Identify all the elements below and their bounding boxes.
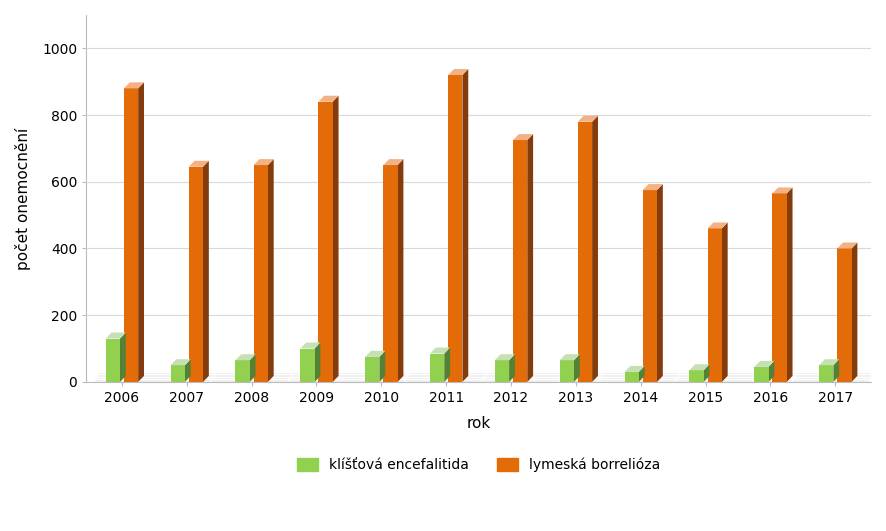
Polygon shape bbox=[513, 134, 533, 140]
Polygon shape bbox=[578, 116, 598, 122]
Polygon shape bbox=[300, 342, 321, 348]
Polygon shape bbox=[444, 348, 450, 382]
Polygon shape bbox=[94, 372, 874, 382]
Polygon shape bbox=[708, 222, 727, 228]
Polygon shape bbox=[560, 360, 574, 382]
Polygon shape bbox=[189, 167, 203, 382]
Polygon shape bbox=[642, 184, 663, 190]
Polygon shape bbox=[384, 159, 403, 165]
Polygon shape bbox=[105, 332, 126, 339]
Polygon shape bbox=[837, 249, 851, 382]
Polygon shape bbox=[509, 354, 515, 382]
Polygon shape bbox=[120, 332, 126, 382]
Polygon shape bbox=[315, 342, 321, 382]
Polygon shape bbox=[754, 361, 774, 367]
Polygon shape bbox=[708, 228, 722, 382]
Polygon shape bbox=[820, 365, 834, 382]
Polygon shape bbox=[703, 364, 710, 382]
Polygon shape bbox=[657, 184, 663, 382]
Polygon shape bbox=[253, 159, 274, 165]
Polygon shape bbox=[495, 360, 509, 382]
Polygon shape bbox=[253, 165, 268, 382]
Polygon shape bbox=[185, 359, 190, 382]
Polygon shape bbox=[754, 367, 768, 382]
Polygon shape bbox=[592, 116, 598, 382]
Polygon shape bbox=[365, 351, 385, 357]
Polygon shape bbox=[171, 359, 190, 365]
Polygon shape bbox=[268, 159, 274, 382]
Polygon shape bbox=[851, 243, 858, 382]
Legend: klíšťová encefalitida, lymeská borrelióza: klíšťová encefalitida, lymeská borrelióz… bbox=[291, 452, 665, 478]
Polygon shape bbox=[639, 366, 645, 382]
Polygon shape bbox=[495, 354, 515, 360]
Polygon shape bbox=[318, 96, 338, 102]
Polygon shape bbox=[203, 161, 209, 382]
Polygon shape bbox=[124, 82, 144, 88]
Polygon shape bbox=[236, 354, 255, 360]
Polygon shape bbox=[642, 190, 657, 382]
Polygon shape bbox=[625, 372, 639, 382]
Polygon shape bbox=[787, 187, 792, 382]
Polygon shape bbox=[398, 159, 403, 382]
Polygon shape bbox=[124, 88, 138, 382]
Polygon shape bbox=[138, 82, 144, 382]
Polygon shape bbox=[365, 357, 379, 382]
Polygon shape bbox=[527, 134, 533, 382]
Polygon shape bbox=[171, 365, 185, 382]
Polygon shape bbox=[236, 360, 250, 382]
Polygon shape bbox=[773, 187, 792, 193]
Polygon shape bbox=[318, 102, 333, 382]
Polygon shape bbox=[430, 348, 450, 354]
Polygon shape bbox=[300, 348, 315, 382]
Polygon shape bbox=[384, 165, 398, 382]
Polygon shape bbox=[448, 75, 462, 382]
Polygon shape bbox=[379, 351, 385, 382]
Polygon shape bbox=[250, 354, 255, 382]
Polygon shape bbox=[560, 354, 579, 360]
X-axis label: rok: rok bbox=[467, 416, 491, 431]
Y-axis label: počet onemocnění: počet onemocnění bbox=[15, 127, 31, 270]
Polygon shape bbox=[462, 69, 469, 382]
Polygon shape bbox=[820, 359, 839, 365]
Polygon shape bbox=[837, 243, 858, 249]
Polygon shape bbox=[768, 361, 774, 382]
Polygon shape bbox=[448, 69, 469, 75]
Polygon shape bbox=[430, 354, 444, 382]
Polygon shape bbox=[105, 339, 120, 382]
Polygon shape bbox=[513, 140, 527, 382]
Polygon shape bbox=[834, 359, 839, 382]
Polygon shape bbox=[689, 364, 710, 370]
Polygon shape bbox=[625, 366, 645, 372]
Polygon shape bbox=[722, 222, 727, 382]
Polygon shape bbox=[333, 96, 338, 382]
Polygon shape bbox=[574, 354, 579, 382]
Polygon shape bbox=[689, 370, 703, 382]
Polygon shape bbox=[773, 193, 787, 382]
Polygon shape bbox=[189, 161, 209, 167]
Polygon shape bbox=[578, 122, 592, 382]
